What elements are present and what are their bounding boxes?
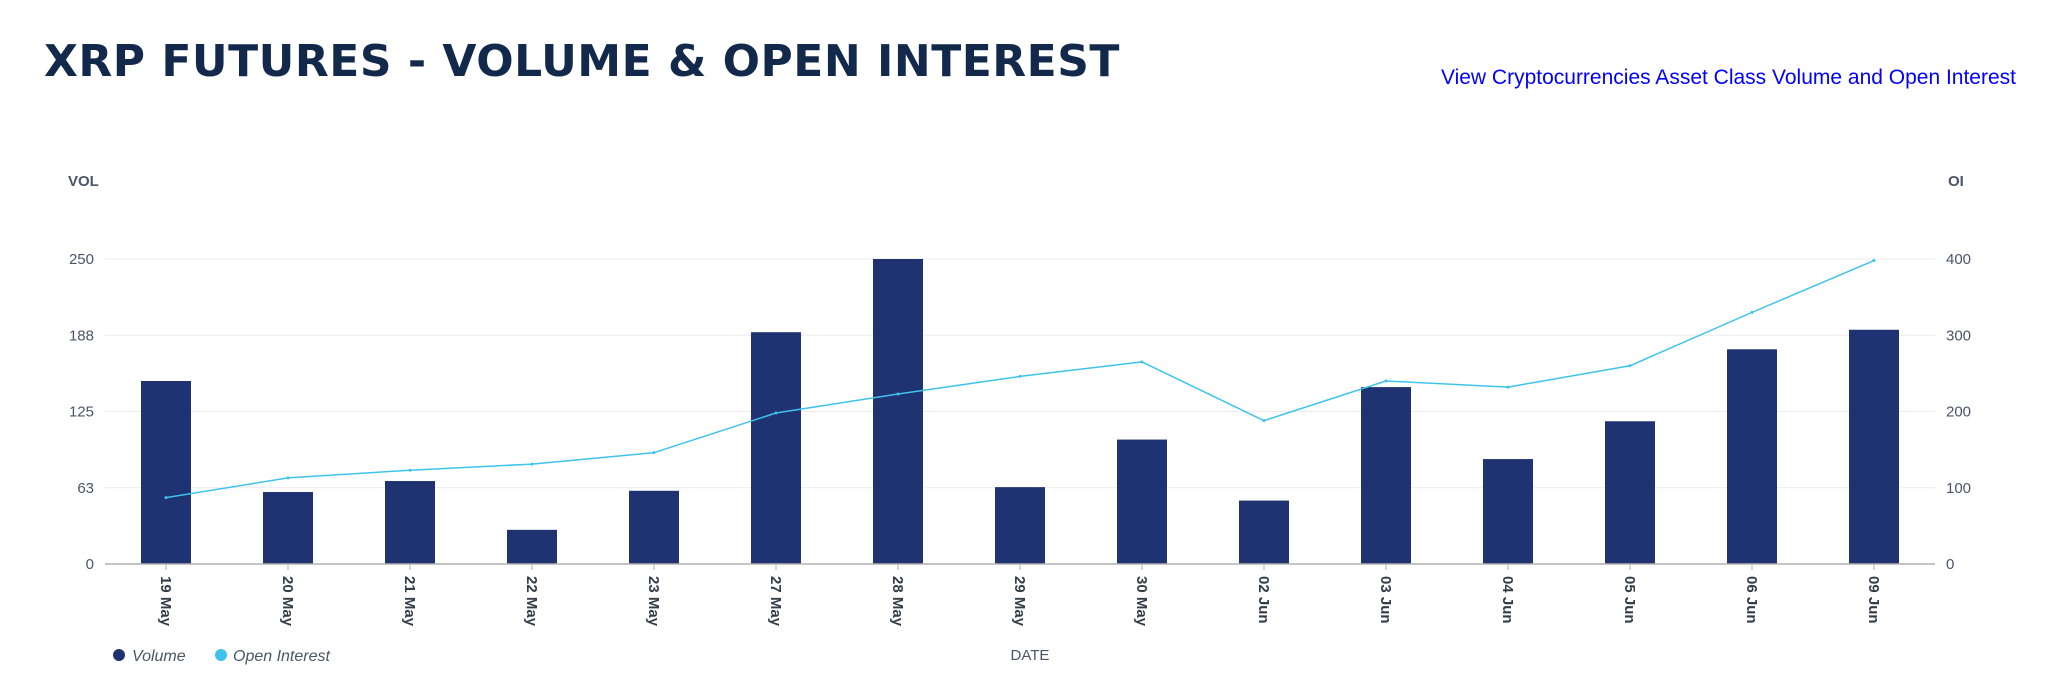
- axes: 0 63 125 188 250 0 100 200 300 400 19 May 20 May 21 …: [69, 251, 1971, 627]
- volume-bar: [1117, 439, 1167, 564]
- volume-bar: [1361, 387, 1411, 564]
- y-tick-left: 250: [69, 251, 94, 268]
- x-tick-label: 03 Jun: [1377, 576, 1394, 624]
- open-interest-point: [1872, 259, 1876, 263]
- x-tick-label: 23 May: [645, 576, 662, 627]
- y-tick-left: 188: [69, 327, 94, 344]
- volume-bar: [141, 381, 191, 564]
- volume-bar: [995, 487, 1045, 564]
- open-interest-point: [1628, 364, 1632, 368]
- open-interest-point: [530, 462, 534, 466]
- open-interest-line-layer: [164, 259, 1876, 500]
- x-tick-label: 30 May: [1133, 576, 1150, 627]
- open-interest-point: [1140, 360, 1144, 364]
- y-tick-left: 63: [77, 480, 94, 497]
- volume-bar: [263, 492, 313, 564]
- volume-bar: [873, 259, 923, 564]
- x-tick-label: 05 Jun: [1621, 576, 1638, 624]
- legend-open-interest-swatch: [215, 649, 227, 661]
- x-tick-label: 02 Jun: [1255, 576, 1272, 624]
- volume-bar: [751, 332, 801, 564]
- volume-bar: [507, 529, 557, 564]
- open-interest-point: [652, 451, 656, 455]
- y-tick-left: 125: [69, 404, 94, 421]
- x-tick-label: 29 May: [1011, 576, 1028, 627]
- open-interest-point: [774, 411, 778, 415]
- y-axis-right-title: OI: [1948, 173, 1964, 190]
- open-interest-point: [896, 392, 900, 396]
- open-interest-point: [408, 468, 412, 472]
- open-interest-point: [286, 476, 290, 480]
- asset-class-link[interactable]: View Cryptocurrencies Asset Class Volume…: [1440, 66, 2016, 89]
- open-interest-point: [1018, 374, 1022, 378]
- volume-bar: [629, 490, 679, 564]
- page-title: XRP FUTURES - VOLUME & OPEN INTEREST: [44, 36, 1120, 87]
- y-tick-left: 0: [86, 556, 94, 573]
- legend-open-interest-label: Open Interest: [233, 648, 331, 665]
- open-interest-point: [1506, 385, 1510, 389]
- legend: Volume Open Interest: [113, 648, 331, 665]
- x-tick-label: 04 Jun: [1499, 576, 1516, 624]
- open-interest-point: [1384, 379, 1388, 383]
- y-tick-right: 300: [1946, 327, 1971, 344]
- volume-bar: [1239, 500, 1289, 564]
- x-tick-label: 06 Jun: [1743, 576, 1760, 624]
- y-tick-right: 400: [1946, 251, 1971, 268]
- volume-bar: [1483, 459, 1533, 564]
- open-interest-point: [164, 496, 168, 500]
- volume-bar: [1727, 349, 1777, 564]
- x-axis-title: DATE: [1011, 647, 1050, 664]
- x-tick-label: 28 May: [889, 576, 906, 627]
- x-tick-label: 22 May: [523, 576, 540, 627]
- x-tick-label: 20 May: [279, 576, 296, 627]
- volume-bars: [141, 259, 1899, 564]
- y-axis-left-title: VOL: [68, 173, 99, 190]
- x-tick-label: 19 May: [157, 576, 174, 627]
- volume-bar: [385, 481, 435, 564]
- open-interest-point: [1750, 310, 1754, 314]
- x-tick-label: 27 May: [767, 576, 784, 627]
- volume-bar: [1605, 421, 1655, 564]
- y-tick-right: 200: [1946, 404, 1971, 421]
- y-tick-right: 0: [1946, 556, 1954, 573]
- grid-lines: [105, 258, 1935, 489]
- x-tick-label: 21 May: [401, 576, 418, 627]
- volume-bar: [1849, 329, 1899, 564]
- legend-volume-label: Volume: [132, 648, 186, 665]
- legend-volume-swatch: [113, 649, 125, 661]
- open-interest-point: [1262, 419, 1266, 423]
- x-tick-label: 09 Jun: [1865, 576, 1882, 624]
- y-tick-right: 100: [1946, 480, 1971, 497]
